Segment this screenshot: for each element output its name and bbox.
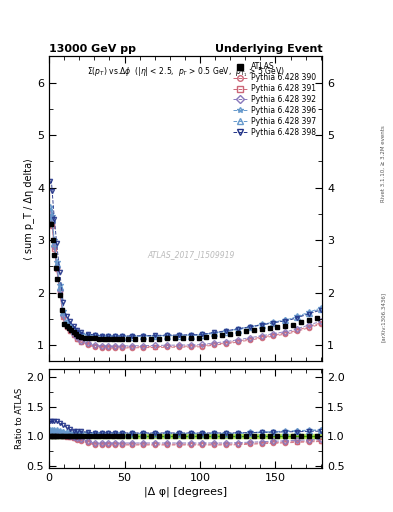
Text: $\Sigma(p_T)$ vs.$\Delta\phi$  ($|\eta|$ < 2.5,  $p_T$ > 0.5 GeV,  $p_{T_1}$ > 5: $\Sigma(p_T)$ vs.$\Delta\phi$ ($|\eta|$ … — [87, 66, 285, 79]
Text: Underlying Event: Underlying Event — [215, 44, 322, 54]
Text: ATLAS_2017_I1509919: ATLAS_2017_I1509919 — [147, 250, 235, 259]
Y-axis label: ⟨ sum p_T / Δη delta⟩: ⟨ sum p_T / Δη delta⟩ — [24, 158, 34, 260]
Text: [arXiv:1306.3436]: [arXiv:1306.3436] — [381, 292, 386, 343]
Text: 13000 GeV pp: 13000 GeV pp — [49, 44, 136, 54]
Text: Rivet 3.1.10, ≥ 3.2M events: Rivet 3.1.10, ≥ 3.2M events — [381, 125, 386, 202]
Legend: ATLAS, Pythia 6.428 390, Pythia 6.428 391, Pythia 6.428 392, Pythia 6.428 396, P: ATLAS, Pythia 6.428 390, Pythia 6.428 39… — [230, 60, 318, 139]
Y-axis label: Ratio to ATLAS: Ratio to ATLAS — [15, 388, 24, 449]
Bar — [49, 434, 322, 438]
X-axis label: |Δ φ| [degrees]: |Δ φ| [degrees] — [144, 486, 227, 497]
